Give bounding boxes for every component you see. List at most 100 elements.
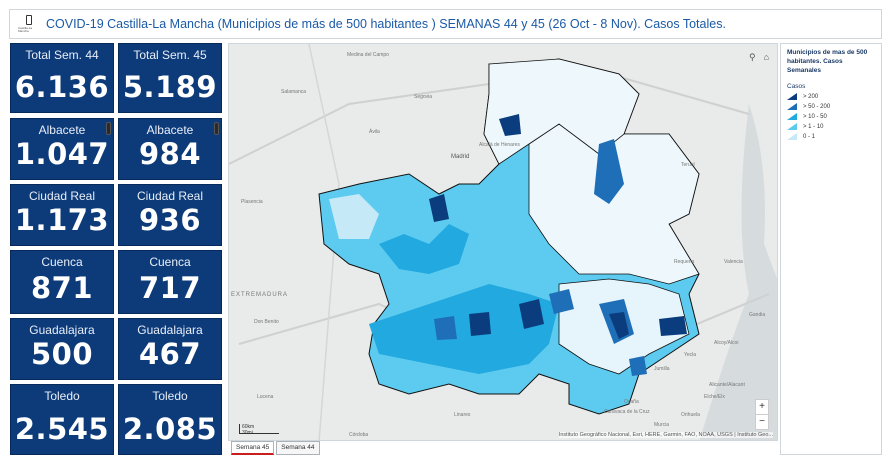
map-place-label: Teruel	[681, 162, 695, 168]
card-albacete-sem45[interactable]: Albacete 984	[118, 118, 222, 180]
map-place-label: Córdoba	[349, 432, 369, 438]
card-value: 984	[138, 137, 202, 171]
card-ciudad-real-sem44[interactable]: Ciudad Real 1.173	[10, 184, 114, 246]
card-value: 936	[138, 203, 202, 237]
card-guadalajara-sem44[interactable]: Guadalajara 500	[10, 318, 114, 380]
map-place-label: Ávila	[369, 129, 380, 135]
legend-item-label: > 50 - 200	[803, 103, 831, 110]
scale-bar: 60km 30mi	[239, 424, 279, 436]
zoom-control: + −	[755, 399, 769, 430]
indicator-grid: Total Sem. 44 6.136 Total Sem. 45 5.189 …	[10, 43, 224, 455]
card-cuenca-sem45[interactable]: Cuenca 717	[118, 250, 222, 314]
legend-swatch	[787, 93, 797, 100]
map-place-label: Linares	[454, 412, 471, 418]
card-label: Guadalajara	[29, 323, 95, 337]
map-place-label: Alcoy/Alcoi	[714, 340, 739, 346]
card-value: 2.545	[14, 412, 110, 446]
legend-item: > 10 - 50	[787, 113, 875, 120]
week-tabs: Semana 45 Semana 44	[231, 441, 320, 455]
map-attribution: Instituto Geográfico Nacional, Esri, HER…	[558, 432, 773, 438]
card-cuenca-sem44[interactable]: Cuenca 871	[10, 250, 114, 314]
page-title: COVID-19 Castilla-La Mancha (Municipios …	[46, 17, 726, 31]
legend-swatch	[787, 133, 797, 140]
card-value: 1.047	[14, 137, 110, 171]
card-value: 1.173	[14, 203, 110, 237]
card-label: Albacete	[38, 123, 86, 137]
card-ciudad-real-sem45[interactable]: Ciudad Real 936	[118, 184, 222, 246]
card-label: Total Sem. 44	[25, 48, 99, 62]
map-toolbar: ⚲ ⌂	[749, 52, 769, 63]
card-value: 500	[30, 337, 94, 371]
legend-swatch	[787, 123, 797, 130]
legend-subtitle: Casos	[787, 83, 806, 90]
map-place-label: Medina del Campo	[347, 52, 389, 58]
map-place-label: Requena	[674, 259, 695, 265]
map-place-label: Elche/Elx	[704, 394, 725, 400]
scale-mi: 30mi	[242, 430, 253, 436]
jccm-logo: Castilla-La Mancha	[18, 11, 40, 37]
legend-item: 0 - 1	[787, 133, 875, 140]
tab-semana-44[interactable]: Semana 44	[276, 441, 320, 455]
card-label: Albacete	[146, 123, 194, 137]
zoom-out-button[interactable]: −	[756, 414, 768, 429]
card-total-sem45[interactable]: Total Sem. 45 5.189	[118, 43, 222, 113]
map-place-label: Yecla	[684, 352, 697, 358]
scrollbar-handle[interactable]	[214, 122, 219, 135]
map-place-label: Valencia	[724, 259, 743, 265]
legend-swatch	[787, 113, 797, 120]
header-bar: Castilla-La Mancha COVID-19 Castilla-La …	[9, 9, 882, 39]
card-guadalajara-sem45[interactable]: Guadalajara 467	[118, 318, 222, 380]
map-place-label: Ocaña	[624, 399, 639, 405]
legend-item-label: > 10 - 50	[803, 113, 827, 120]
map-place-label: Lucena	[257, 394, 274, 400]
card-albacete-sem44[interactable]: Albacete 1.047	[10, 118, 114, 180]
map-place-label: Salamanca	[281, 89, 307, 95]
map-place-label: Madrid	[451, 154, 470, 160]
map-place-label: Gandia	[749, 312, 766, 318]
card-value: 5.189	[122, 70, 218, 104]
legend-item: > 1 - 10	[787, 123, 875, 130]
legend-item: > 50 - 200	[787, 103, 875, 110]
card-value: 2.085	[122, 412, 218, 446]
map-place-label: Alicante/Alacant	[709, 382, 745, 388]
choropleth-map[interactable]	[229, 44, 778, 441]
card-toledo-sem44[interactable]: Toledo 2.545	[10, 384, 114, 455]
legend-swatch	[787, 103, 797, 110]
card-label: Cuenca	[149, 255, 191, 269]
card-value: 871	[30, 271, 94, 305]
search-icon[interactable]: ⚲	[748, 52, 756, 62]
home-icon[interactable]: ⌂	[763, 52, 769, 62]
card-label: Guadalajara	[137, 323, 203, 337]
tab-semana-45[interactable]: Semana 45	[231, 441, 275, 455]
card-value: 717	[138, 271, 202, 305]
card-value: 6.136	[14, 70, 110, 104]
map-place-label: Caravaca de la Cruz	[604, 409, 650, 415]
legend-item-label: > 200	[803, 93, 819, 100]
card-label: Ciudad Real	[136, 189, 204, 203]
legend-item-label: 0 - 1	[803, 133, 816, 140]
legend-item-label: > 1 - 10	[803, 123, 824, 130]
map-place-label: Segovia	[414, 94, 433, 100]
logo-text: Castilla-La Mancha	[18, 26, 33, 33]
card-label: Total Sem. 45	[133, 48, 207, 62]
map-place-label: EXTREMADURA	[231, 292, 289, 298]
map-place-label: Alcalá de Henares	[479, 142, 520, 148]
map-view[interactable]: Medina del Campo Salamanca Segovia Ávila…	[228, 43, 778, 441]
card-label: Cuenca	[41, 255, 83, 269]
map-place-label: Jumilla	[654, 366, 670, 372]
map-place-label: Don Benito	[254, 319, 279, 325]
card-label: Toledo	[152, 389, 188, 403]
card-toledo-sem45[interactable]: Toledo 2.085	[118, 384, 222, 455]
zoom-in-button[interactable]: +	[759, 401, 765, 412]
card-label: Toledo	[44, 389, 80, 403]
scrollbar-handle[interactable]	[106, 122, 111, 135]
scale-km: 60km	[242, 424, 255, 430]
legend-title: Municipios de mas de 500 habitantes. Cas…	[787, 49, 868, 74]
coat-of-arms-icon	[26, 15, 32, 25]
map-place-label: Murcia	[654, 422, 670, 428]
map-place-label: Orihuela	[681, 412, 700, 418]
card-label: Ciudad Real	[28, 189, 96, 203]
card-total-sem44[interactable]: Total Sem. 44 6.136	[10, 43, 114, 113]
card-value: 467	[138, 337, 202, 371]
legend-item: > 200	[787, 93, 875, 100]
